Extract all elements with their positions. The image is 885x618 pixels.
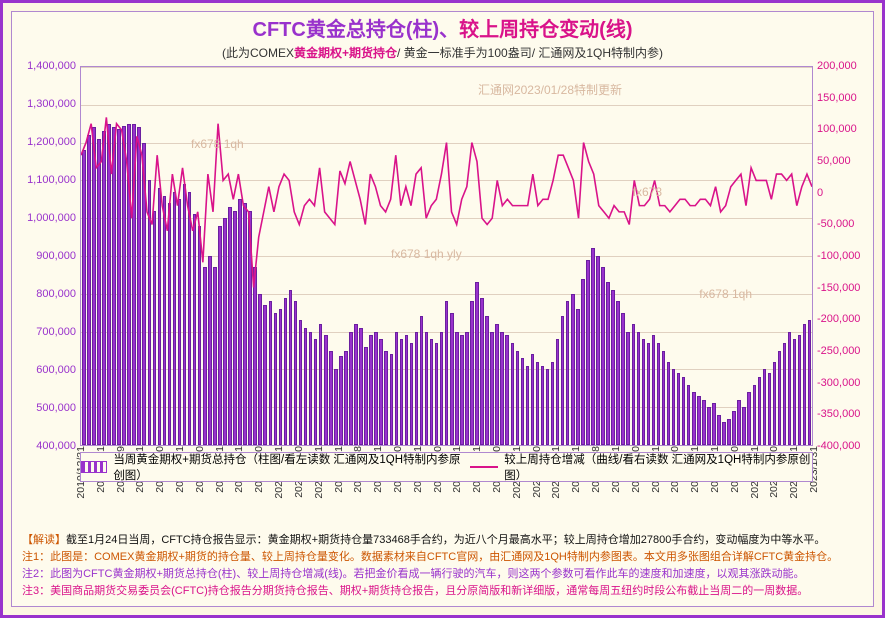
note-2: 注2：此图为CFTC黄金期权+期货总持仓(柱)、较上周持仓增减(线)。若把金价看…	[22, 566, 863, 583]
yr-tick: 0	[817, 187, 823, 199]
yr-tick: 200,000	[817, 60, 857, 72]
legend-bar: 当周黄金期权+期货总持仓（柱图/看左读数 汇通网及1QH特制内参原创图）	[81, 451, 470, 483]
yr-tick: 100,000	[817, 123, 857, 135]
plot-region: 汇通网2023/01/28特制更新 fx678 1qh fx678 1qh yl…	[80, 66, 813, 446]
yr-tick: -100,000	[817, 250, 860, 262]
yr-tick: 150,000	[817, 92, 857, 104]
yr-tick: 50,000	[817, 155, 851, 167]
yl-tick: 700,000	[36, 326, 76, 338]
yl-tick: 1,000,000	[27, 212, 76, 224]
subtitle-suffix: / 黄金一标准手为100盎司/ 汇通网及1QH特制内参)	[397, 46, 663, 60]
chart-inner: CFTC黄金总持仓(柱)、较上周持仓变动(线) (此为COMEX黄金期权+期货持…	[11, 11, 874, 607]
line-series	[81, 67, 812, 445]
chart-area: 汇通网2023/01/28特制更新 fx678 1qh fx678 1qh yl…	[80, 66, 813, 446]
yr-tick: -250,000	[817, 345, 860, 357]
legend-line-swatch	[470, 466, 498, 468]
yl-tick: 500,000	[36, 402, 76, 414]
yl-tick: 1,200,000	[27, 136, 76, 148]
yl-tick: 1,300,000	[27, 98, 76, 110]
yl-tick: 1,100,000	[27, 174, 76, 186]
chart-legend: 当周黄金期权+期货总持仓（柱图/看左读数 汇通网及1QH特制内参原创图） 较上周…	[80, 452, 813, 482]
yl-tick: 1,400,000	[27, 60, 76, 72]
subtitle-highlight: 黄金期权+期货持仓	[294, 46, 397, 60]
yr-tick: -400,000	[817, 440, 860, 452]
legend-bar-label: 当周黄金期权+期货总持仓（柱图/看左读数 汇通网及1QH特制内参原创图）	[113, 451, 470, 483]
legend-bar-swatch	[81, 461, 107, 473]
chart-subtitle: (此为COMEX黄金期权+期货持仓/ 黄金一标准手为100盎司/ 汇通网及1QH…	[12, 44, 873, 61]
chart-title: CFTC黄金总持仓(柱)、较上周持仓变动(线)	[12, 18, 873, 42]
chart-frame: CFTC黄金总持仓(柱)、较上周持仓变动(线) (此为COMEX黄金期权+期货持…	[0, 0, 885, 618]
yr-tick: -300,000	[817, 377, 860, 389]
subtitle-prefix: (此为COMEX	[222, 46, 294, 60]
note-3: 注3：美国商品期货交易委员会(CFTC)持仓报告分期货持仓报告、期权+期货持仓报…	[22, 583, 863, 600]
yr-tick: -200,000	[817, 313, 860, 325]
note-1: 注1：此图是：COMEX黄金期权+期货的持仓量、较上周持仓量变化。数据素材来自C…	[22, 549, 863, 566]
yr-tick: -350,000	[817, 408, 860, 420]
yl-tick: 900,000	[36, 250, 76, 262]
notes-block: 【解读】截至1月24日当周，CFTC持仓报告显示：黄金期权+期货持仓量73346…	[22, 532, 863, 600]
yl-tick: 800,000	[36, 288, 76, 300]
yr-tick: -150,000	[817, 282, 860, 294]
yl-tick: 400,000	[36, 440, 76, 452]
title-part1: CFTC黄金总持仓(柱)、	[253, 19, 460, 41]
title-part2: 较上周持仓变动(线)	[459, 19, 632, 41]
note-main: 【解读】截至1月24日当周，CFTC持仓报告显示：黄金期权+期货持仓量73346…	[22, 532, 863, 549]
yr-tick: -50,000	[817, 218, 854, 230]
legend-line-label: 较上周持仓增减（曲线/看右读数 汇通网及1QH特制内参原创图）	[504, 451, 812, 483]
change-line	[81, 117, 812, 287]
yl-tick: 600,000	[36, 364, 76, 376]
legend-line: 较上周持仓增减（曲线/看右读数 汇通网及1QH特制内参原创图）	[470, 451, 812, 483]
